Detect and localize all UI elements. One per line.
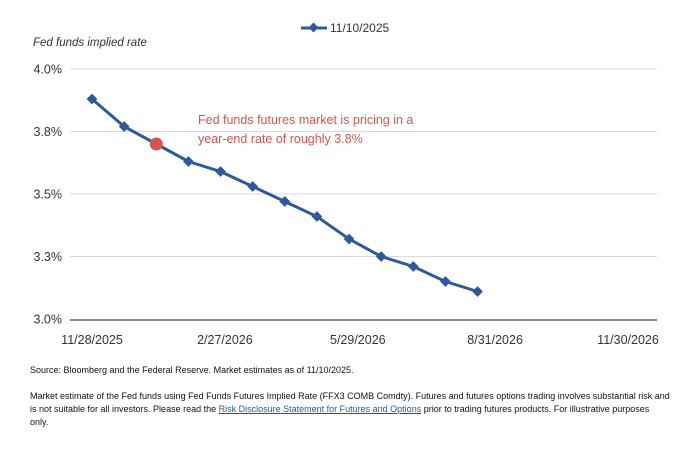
x-axis-ticks: 11/28/2025 2/27/2026 5/29/2026 8/31/2026 11/… (61, 333, 659, 347)
data-point (311, 211, 323, 222)
y-tick-label: 3.3% (34, 250, 63, 264)
disclaimer-text-end: prior to trading futures products. For i… (30, 404, 650, 427)
annotation-line-2: year-end rate of roughly 3.8% (198, 132, 363, 146)
chart-legend: 11/10/2025 (301, 21, 389, 35)
highlight-point (149, 137, 163, 151)
data-point (440, 276, 451, 287)
data-point (279, 196, 291, 207)
series-line-11-10-2025 (91, 97, 479, 293)
x-tick-label: 11/30/2026 (597, 333, 659, 347)
y-axis-label: Fed funds implied rate (33, 37, 147, 49)
legend-diamond-marker (308, 22, 319, 33)
source-note: Source: Bloomberg and the Federal Reserv… (30, 365, 354, 375)
y-tick-label: 3.5% (34, 188, 63, 202)
data-point (215, 166, 226, 177)
risk-disclosure-link[interactable]: Risk Disclosure Statement for Futures an… (218, 404, 422, 414)
data-point (86, 93, 98, 105)
data-point (472, 286, 483, 297)
data-point (375, 251, 387, 262)
y-tick-label: 4.0% (34, 63, 63, 77)
x-tick-label: 5/29/2026 (330, 333, 386, 347)
x-tick-label: 11/28/2025 (61, 333, 123, 347)
y-tick-label: 3.0% (34, 313, 63, 327)
fed-funds-line-chart: 11/10/2025 Fed funds implied rate 3.0%3.… (33, 21, 659, 347)
annotation-text: Fed funds futures market is pricing in a… (198, 113, 413, 146)
disclaimer-text-start: Market estimate of the Fed funds using F… (30, 391, 670, 414)
y-axis-ticks: 3.0% 3.3% 3.5% 3.8% 4.0% (34, 63, 63, 327)
annotation-line-1: Fed funds futures market is pricing in a (198, 113, 413, 127)
legend-label: 11/10/2025 (330, 21, 389, 35)
x-tick-label: 2/27/2026 (197, 333, 253, 347)
disclaimer: Market estimate of the Fed funds using F… (30, 390, 670, 429)
data-point (407, 261, 419, 272)
data-point (183, 156, 194, 167)
gridlines (70, 68, 657, 257)
data-point (118, 121, 130, 132)
y-tick-label: 3.8% (34, 125, 63, 139)
x-tick-label: 8/31/2026 (467, 333, 523, 347)
data-point (343, 233, 355, 245)
data-point (247, 181, 259, 192)
